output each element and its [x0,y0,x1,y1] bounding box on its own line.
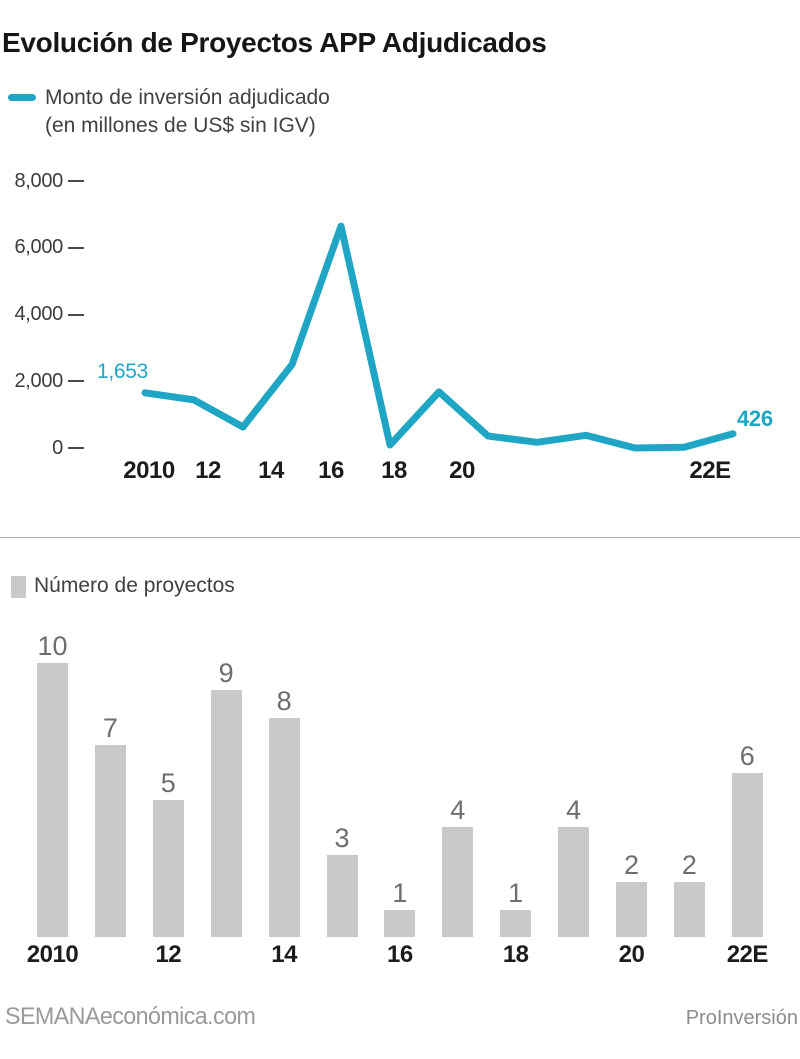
y-axis-tick-label: 2,000 [14,369,63,392]
bar-value-label: 5 [160,768,176,798]
x-axis-tick-label: 20 [449,457,475,484]
y-axis-tick-mark [68,313,84,316]
investment-line-chart [141,222,737,452]
project-count-bar [37,663,68,937]
y-axis-tick-label: 4,000 [14,303,63,325]
project-count-bar [152,800,184,937]
y-axis-tick-mark [68,380,84,383]
bar-x-axis-tick-label: 16 [387,941,413,968]
bar-value-label: 1 [392,877,408,908]
y-axis-tick-label: 6,000 [14,236,63,259]
bar-x-axis-tick-label: 14 [271,941,297,968]
source-logo: SEMANAeconómica.com [5,1003,256,1030]
x-axis-tick-label: 14 [258,457,284,484]
bar-x-axis-tick-label: 20 [618,941,645,968]
line-legend-label: Monto de inversión adjudicado (en millon… [45,84,330,140]
bar-value-label: 7 [102,713,118,744]
project-count-bar [268,717,300,937]
y-axis-tick-label: 0 [52,436,63,459]
bar-legend-label: Número de proyectos [34,574,235,597]
y-axis-tick: 0 [0,436,84,460]
y-axis-tick: 2,000 [0,369,84,393]
bar-chart-legend: Número de proyectos [11,574,235,598]
y-axis-tick-label: 8,000 [14,169,63,192]
bar-value-label: 2 [681,850,697,881]
line-legend-swatch-icon [8,94,36,101]
y-axis-tick-mark [68,447,84,449]
page-title: Evolución de Proyectos APP Adjudicados [2,27,547,58]
bar-x-axis-tick-label: 2010 [26,941,79,968]
line-legend-label-sub: (en millones de US$ sin IGV) [45,114,316,137]
bar-value-label: 10 [37,631,68,661]
project-count-bar [500,909,532,937]
bar-value-label: 4 [566,795,582,826]
bar-value-label: 2 [623,850,640,881]
project-count-bar [326,854,358,937]
project-count-bar [731,772,763,937]
bar-x-axis-tick-label: 22E [726,941,769,968]
bar-x-axis-tick-label: 12 [155,941,182,968]
x-axis-tick-label: 2010 [123,457,175,484]
project-count-bar [558,827,590,937]
bar-value-label: 3 [334,822,350,853]
y-axis-tick-mark [68,246,84,249]
investment-line-series [141,222,737,452]
data-source: ProInversión [685,1007,798,1029]
x-axis-tick-label: 22E [689,457,731,484]
project-count-bar [616,882,647,937]
bar-value-label: 4 [450,795,466,826]
y-axis-tick: 4,000 [0,303,84,327]
y-axis-tick: 8,000 [0,169,84,193]
project-count-bar [442,827,474,937]
project-count-bar [673,882,705,937]
first-point-value-label: 1,653 [96,360,148,383]
bar-value-label: 6 [739,740,755,771]
line-chart-legend: Monto de inversión adjudicado (en millon… [8,84,330,140]
bar-legend-swatch-icon [11,576,26,598]
x-axis-tick-label: 12 [195,457,221,484]
bar-value-label: 8 [276,685,292,716]
project-count-bar [94,745,126,937]
x-axis-tick-label: 18 [381,457,407,484]
last-point-value-label: 426 [737,406,773,431]
bar-x-axis-tick-label: 18 [502,941,529,968]
project-count-bar [384,909,416,937]
section-divider [0,537,800,538]
y-axis-tick: 6,000 [0,236,84,260]
line-legend-label-main: Monto de inversión adjudicado [45,86,330,109]
bar-value-label: 9 [218,658,234,689]
bar-value-label: 1 [508,877,524,908]
y-axis-tick-mark [68,180,84,182]
project-count-bar [210,690,242,937]
x-axis-tick-label: 16 [318,457,344,484]
